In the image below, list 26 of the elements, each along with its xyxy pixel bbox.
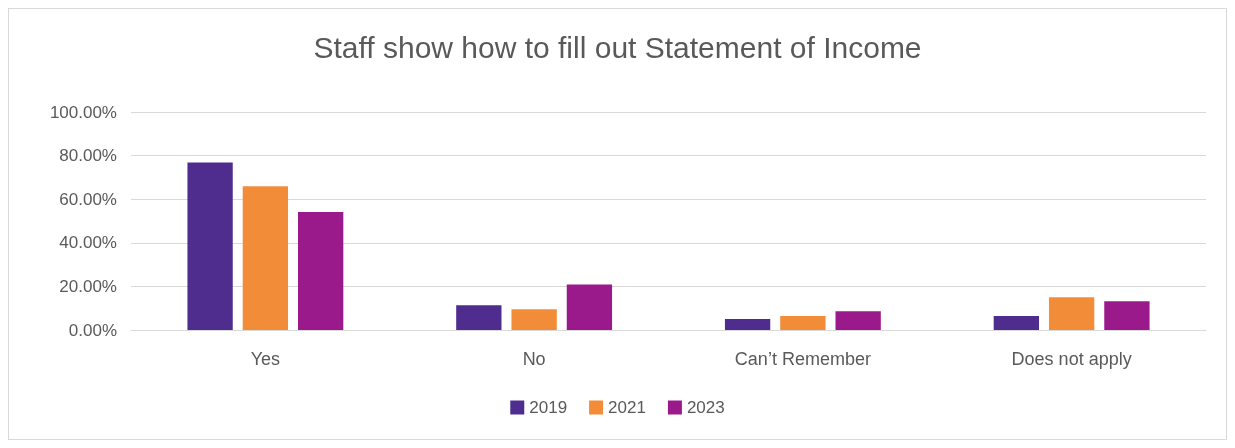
x-tick-label: Yes (250, 349, 281, 369)
x-tick-label: No (522, 349, 546, 369)
y-tick-label: 20.00% (59, 276, 117, 296)
bar (724, 319, 771, 330)
legend-label: 2019 (529, 398, 568, 417)
bar (835, 311, 881, 330)
bar (187, 162, 233, 330)
bar (1104, 301, 1150, 330)
y-tick-label: 100.00% (49, 102, 117, 122)
y-tick-label: 0.00% (68, 320, 117, 340)
x-tick-label: Does not apply (1011, 349, 1132, 369)
bar (242, 186, 289, 330)
bar (511, 309, 557, 330)
y-tick-label: 80.00% (59, 146, 117, 166)
chart-title: Staff show how to fill out Statement of Income (313, 30, 922, 64)
bar (298, 212, 344, 330)
y-tick-label: 40.00% (59, 233, 117, 253)
bar (456, 305, 502, 330)
bar (993, 316, 1039, 330)
legend-label: 2021 (608, 398, 646, 417)
bar (566, 284, 613, 330)
bar (1048, 297, 1095, 330)
legend-label: 2023 (686, 398, 725, 417)
bar (780, 316, 826, 330)
x-tick-label: Can’t Remember (734, 349, 871, 369)
y-tick-label: 60.00% (59, 189, 117, 209)
